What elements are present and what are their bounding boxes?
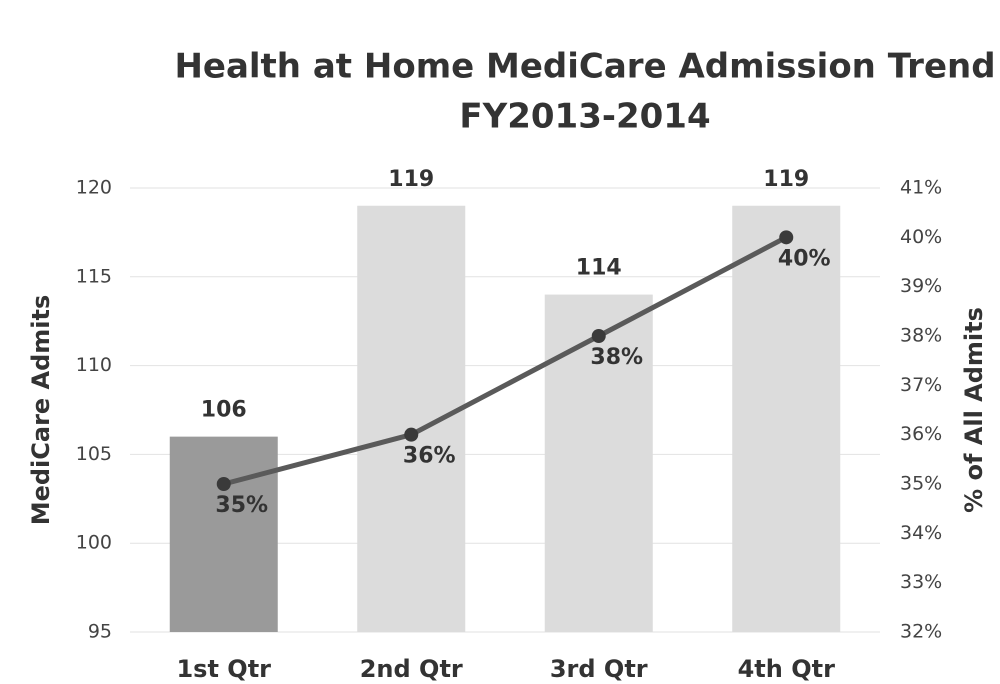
x-tick-label: 1st Qtr [176,655,271,683]
y-tick-label: 100 [76,532,112,554]
bar-value-label: 119 [388,167,434,192]
y2-tick-label: 34% [900,522,942,544]
y-tick-label: 95 [88,621,112,643]
bar [357,205,466,632]
line-marker [216,477,231,491]
line [223,235,788,487]
y-tick-label: 115 [76,265,112,287]
bar [169,436,278,632]
chart-title: FY2013-2014 [459,97,710,137]
line-value-label: 35% [215,493,268,518]
bar-value-label: 106 [201,398,247,423]
x-tick-label: 4th Qtr [738,655,835,683]
bar-value-label: 114 [576,256,622,281]
bar [544,294,653,632]
chart-title: Health at Home MediCare Admission Trend [174,47,995,87]
y2-tick-label: 39% [900,275,942,297]
bar [732,205,841,632]
y2-tick-label: 36% [900,423,942,445]
line-value-label: 40% [778,246,831,271]
y-tick-label: 120 [76,177,112,199]
line-value-label: 36% [403,444,456,469]
line-marker [591,329,606,343]
y2-tick-label: 35% [900,473,942,495]
x-tick-label: 2nd Qtr [360,655,463,683]
y2-tick-label: 40% [900,226,942,248]
bar-value-label: 119 [763,167,809,192]
line-value-label: 38% [590,345,643,370]
y2-tick-label: 32% [900,621,942,643]
y-tick-label: 105 [76,443,112,465]
y2-tick-label: 38% [900,325,942,347]
y2-tick-label: 37% [900,374,942,396]
y2-tick-label: 33% [900,571,942,593]
y2-tick-label: 41% [900,177,942,199]
line-marker [779,230,794,245]
y-axis-label: MediCare Admits [27,295,55,526]
line-marker [404,427,419,442]
y2-axis-label: % of All Admits [960,307,988,513]
y-tick-label: 110 [76,354,112,376]
x-tick-label: 3rd Qtr [550,655,648,683]
